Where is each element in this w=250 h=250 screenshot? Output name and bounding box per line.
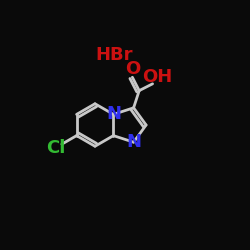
Text: HBr: HBr: [95, 46, 132, 64]
Text: N: N: [126, 133, 141, 151]
Text: OH: OH: [142, 68, 172, 86]
Text: N: N: [106, 106, 121, 123]
Text: O: O: [125, 60, 140, 78]
Text: Cl: Cl: [46, 139, 65, 157]
